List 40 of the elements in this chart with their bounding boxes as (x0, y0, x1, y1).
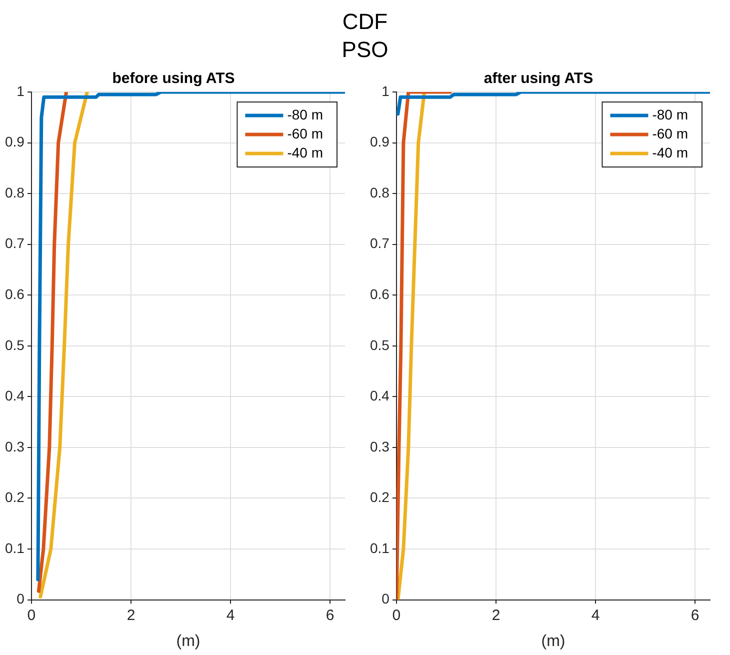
y-tick-label: 0.1 (4, 540, 25, 556)
y-tick-label: 0 (16, 590, 25, 607)
x-tick-label: 4 (226, 606, 235, 624)
y-tick-label: 0.6 (370, 286, 390, 302)
text: PSO (340, 36, 390, 64)
legend-label: -60 m (652, 125, 688, 142)
x-tick-label: 2 (492, 606, 500, 624)
x-tick-label: 2 (126, 606, 136, 624)
legend-label: -40 m (652, 144, 688, 160)
y-tick-label: 0.4 (4, 388, 25, 404)
legend-label: -80 m (652, 106, 688, 122)
y-tick-label: 0.2 (4, 489, 25, 506)
y-tick-label: 0.5 (4, 336, 25, 353)
chart-title: before using ATS (112, 70, 235, 88)
chart-title: after using ATS (484, 70, 594, 88)
x-axis-title: (m) (176, 632, 200, 650)
y-tick-label: 0.8 (4, 184, 25, 200)
legend-label: -60 m (287, 125, 324, 142)
y-tick-label: 0.1 (370, 540, 390, 556)
y-tick-label: 0.2 (370, 489, 390, 506)
y-tick-label: 0.9 (370, 134, 390, 150)
y-tick-label: 0.3 (4, 438, 25, 454)
legend-label: -80 m (287, 106, 324, 122)
y-tick-label: 0.7 (4, 235, 25, 252)
legend-label: -40 m (287, 144, 324, 160)
y-tick-label: 0.3 (370, 438, 390, 454)
y-tick-label: 1 (16, 82, 25, 99)
x-tick-label: 6 (326, 606, 334, 624)
text: CDF (341, 8, 389, 36)
y-tick-label: 0.7 (370, 235, 390, 252)
x-tick-label: 4 (591, 606, 600, 624)
y-tick-label: 0.4 (370, 388, 390, 404)
y-tick-label: 1 (382, 82, 390, 99)
x-tick-label: 6 (690, 606, 700, 624)
y-tick-label: 0.5 (370, 336, 390, 353)
y-tick-label: 0.9 (4, 134, 25, 150)
x-axis-title: (m) (541, 632, 566, 650)
y-tick-label: 0.6 (4, 286, 25, 302)
y-tick-label: 0 (382, 590, 390, 607)
y-tick-label: 0.8 (370, 184, 390, 200)
